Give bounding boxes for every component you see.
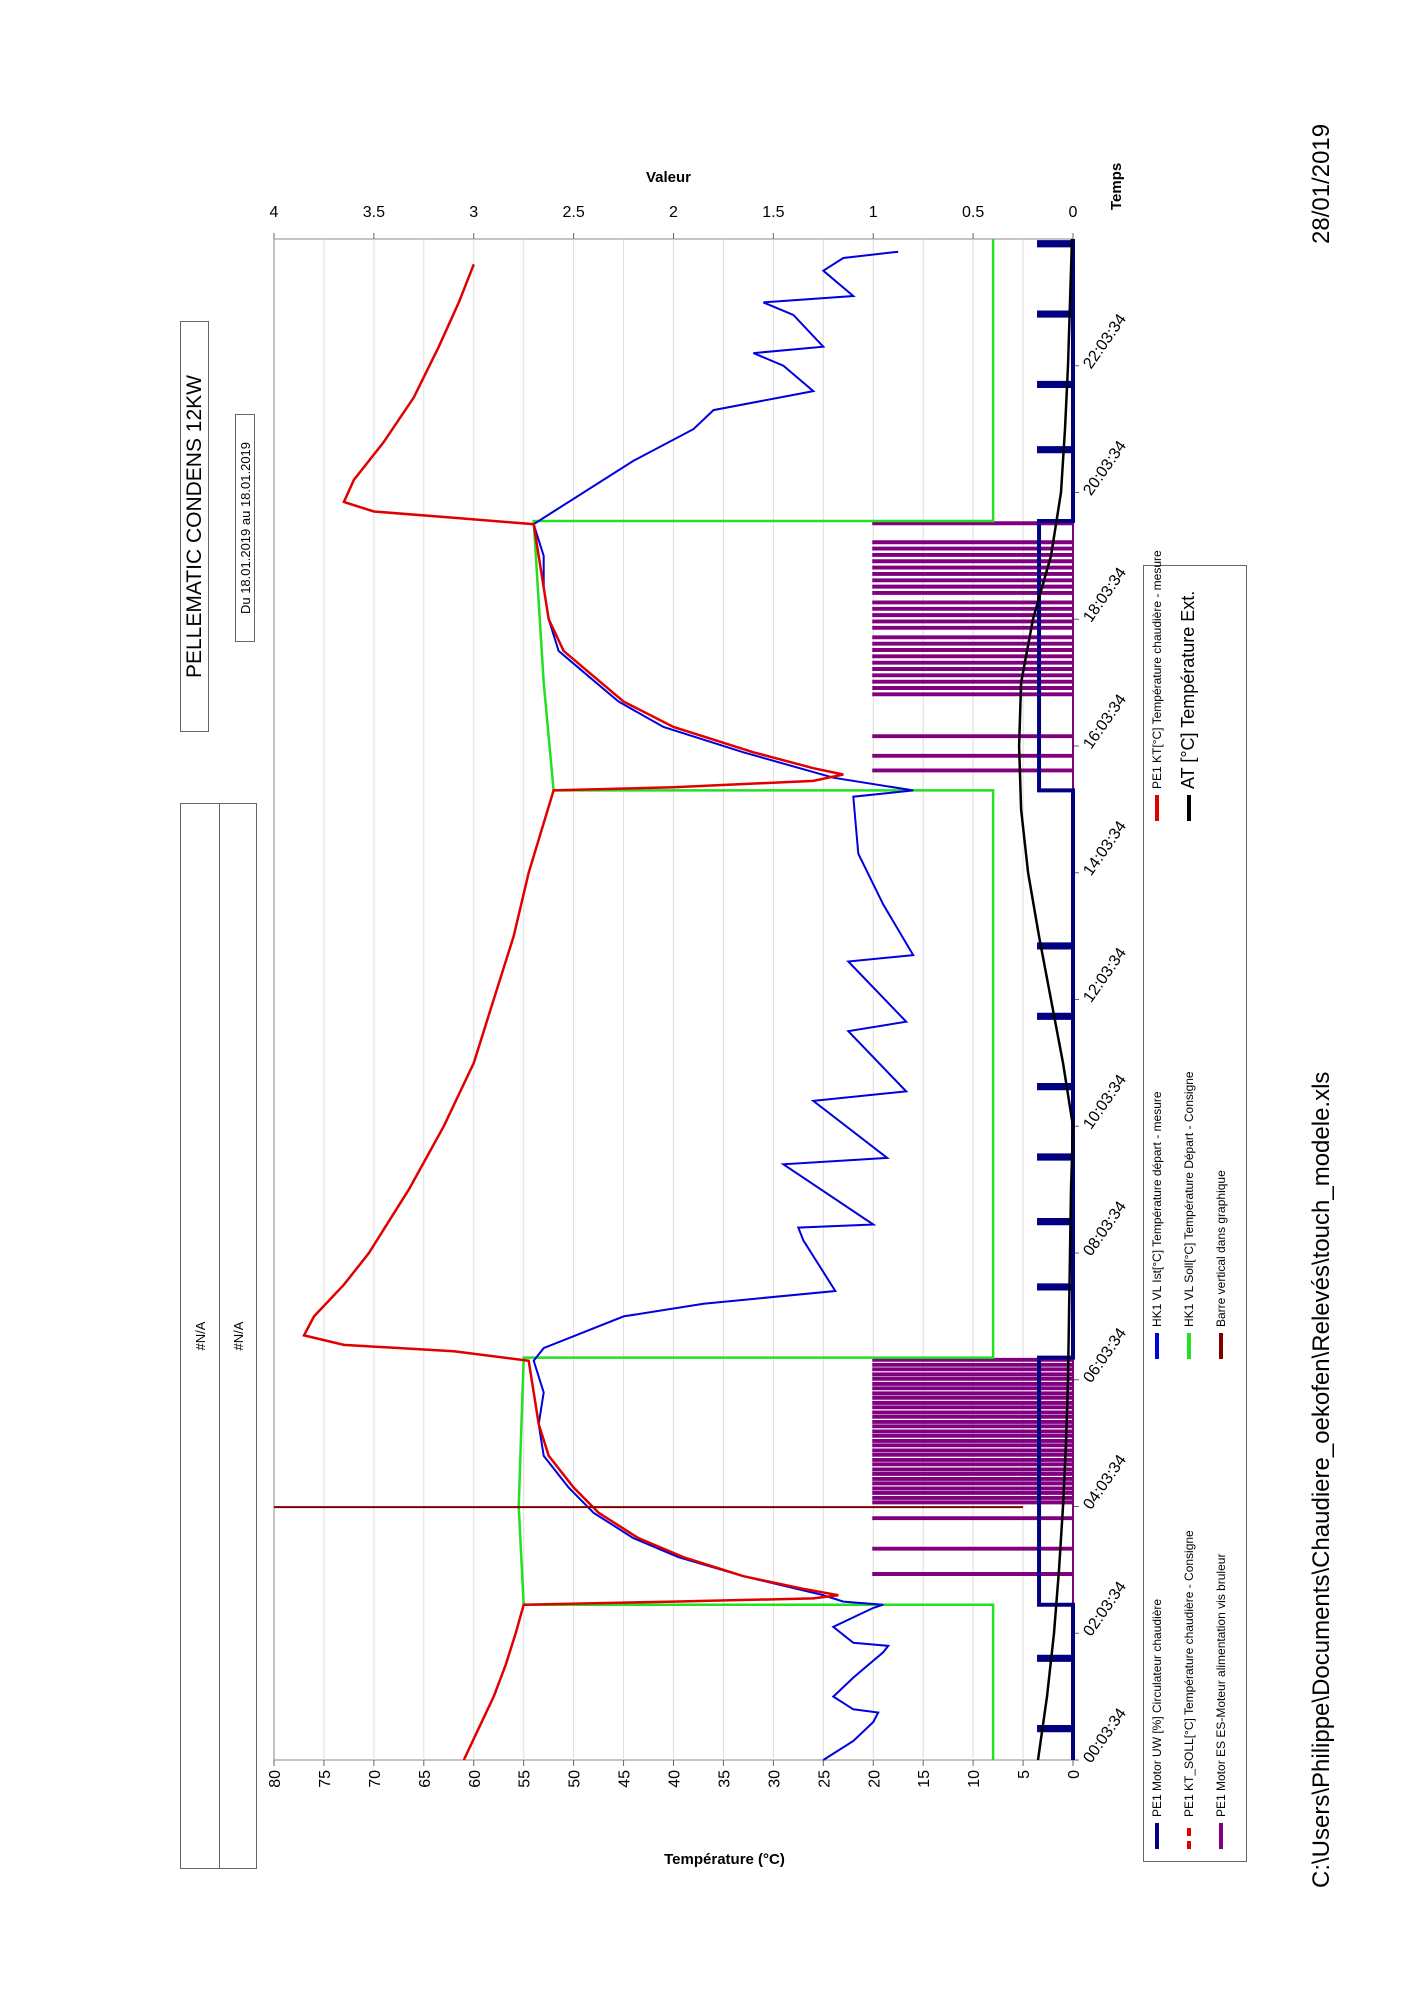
print-date: 28/01/2019 xyxy=(1308,123,1335,244)
series-at xyxy=(1017,238,1075,1761)
y2-tick-label: 3.5 xyxy=(363,204,385,221)
y-axis-label: Température (°C) xyxy=(664,1851,785,1869)
legend-swatch xyxy=(1187,1333,1191,1359)
legend-label: PE1 KT_SOLL[°C] Température chaudière - … xyxy=(1182,1530,1196,1817)
x-tick-label: 00:03:34 xyxy=(1080,1705,1130,1766)
x-tick-label: 20:03:34 xyxy=(1080,438,1130,499)
legend-label: PE1 Motor UW [%] Circulateur chaudière xyxy=(1150,1598,1164,1817)
y-tick-label: 40 xyxy=(667,1770,684,1788)
y-tick-label: 60 xyxy=(467,1770,484,1788)
y2-tick-label: 1 xyxy=(869,204,878,221)
legend-swatch xyxy=(1186,795,1191,821)
y2-tick-label: 4 xyxy=(270,204,279,221)
legend-swatch xyxy=(1187,1823,1191,1849)
y-tick-label: 20 xyxy=(866,1770,883,1788)
legend-item: PE1 KT_SOLL[°C] Température chaudière - … xyxy=(1182,1530,1196,1849)
x-tick-label: 14:03:34 xyxy=(1080,818,1130,879)
legend-label: AT [°C] Température Ext. xyxy=(1178,590,1198,789)
legend-label: PE1 Motor ES ES-Moteur alimentation vis … xyxy=(1214,1553,1228,1817)
y2-tick-label: 0 xyxy=(1069,204,1078,221)
y-tick-label: 0 xyxy=(1066,1770,1083,1779)
legend-item: PE1 KT[°C] Température chaudière - mesur… xyxy=(1150,550,1164,821)
x-tick-label: 22:03:34 xyxy=(1080,311,1130,372)
y-tick-label: 70 xyxy=(367,1770,384,1788)
y-tick-label: 35 xyxy=(716,1770,733,1788)
y2-tick-label: 3 xyxy=(469,204,478,221)
legend-item: HK1 VL Soll[°C] Température Départ - Con… xyxy=(1182,1071,1196,1359)
y-tick-label: 65 xyxy=(417,1770,434,1788)
series-hk-soll xyxy=(517,239,995,1760)
x-tick-label: 10:03:34 xyxy=(1080,1072,1130,1133)
y-tick-label: 45 xyxy=(617,1770,634,1788)
legend-swatch xyxy=(1219,1333,1223,1359)
y-tick-label: 5 xyxy=(1016,1770,1033,1779)
x-tick-label: 04:03:34 xyxy=(1080,1452,1130,1513)
y2-tick-label: 2 xyxy=(669,204,678,221)
y-tick-label: 25 xyxy=(816,1770,833,1788)
legend-item: HK1 VL Ist[°C] Température départ - mesu… xyxy=(1150,1091,1164,1359)
y-tick-label: 75 xyxy=(317,1770,334,1788)
y-tick-label: 15 xyxy=(916,1770,933,1788)
legend-label: HK1 VL Soll[°C] Température Départ - Con… xyxy=(1182,1071,1196,1327)
legend-label: PE1 KT[°C] Température chaudière - mesur… xyxy=(1150,550,1164,789)
series-motor-es xyxy=(872,239,1074,1760)
legend-item: PE1 Motor ES ES-Moteur alimentation vis … xyxy=(1214,1554,1228,1849)
legend-label: Barre vertical dans graphique xyxy=(1214,1170,1228,1327)
legend-label: HK1 VL Ist[°C] Température départ - mesu… xyxy=(1150,1091,1164,1327)
x-tick-label: 08:03:34 xyxy=(1080,1198,1130,1259)
y-tick-label: 55 xyxy=(517,1770,534,1788)
legend-swatch xyxy=(1155,1823,1159,1849)
y2-tick-label: 1.5 xyxy=(762,204,784,221)
legend-swatch xyxy=(1155,795,1159,821)
x-axis-label: Temps xyxy=(1108,162,1125,210)
y-tick-label: 30 xyxy=(766,1770,783,1788)
x-tick-label: 18:03:34 xyxy=(1080,565,1130,626)
legend-swatch xyxy=(1219,1823,1223,1849)
legend-item: AT [°C] Température Ext. xyxy=(1178,591,1199,821)
legend-swatch xyxy=(1155,1333,1159,1359)
legend-item: PE1 Motor UW [%] Circulateur chaudière xyxy=(1150,1599,1164,1849)
y-tick-label: 10 xyxy=(966,1770,983,1788)
y2-tick-label: 0.5 xyxy=(962,204,984,221)
legend: PE1 Motor UW [%] Circulateur chaudière PE… xyxy=(1143,550,1247,1862)
x-tick-label: 16:03:34 xyxy=(1080,691,1130,752)
series-kt xyxy=(302,263,844,1761)
y-tick-label: 80 xyxy=(267,1770,284,1788)
y-tick-label: 50 xyxy=(567,1770,584,1788)
x-tick-label: 02:03:34 xyxy=(1080,1579,1130,1640)
legend-item: Barre vertical dans graphique xyxy=(1214,1170,1228,1359)
file-path: C:\Users\Philippe\Documents\Chaudiere_oe… xyxy=(1308,1071,1335,1888)
y2-axis-label: Valeur xyxy=(645,168,692,186)
y2-tick-label: 2.5 xyxy=(563,204,585,221)
x-tick-label: 06:03:34 xyxy=(1080,1325,1130,1386)
series-hk-ist xyxy=(532,250,915,1761)
x-tick-label: 12:03:34 xyxy=(1080,945,1130,1006)
